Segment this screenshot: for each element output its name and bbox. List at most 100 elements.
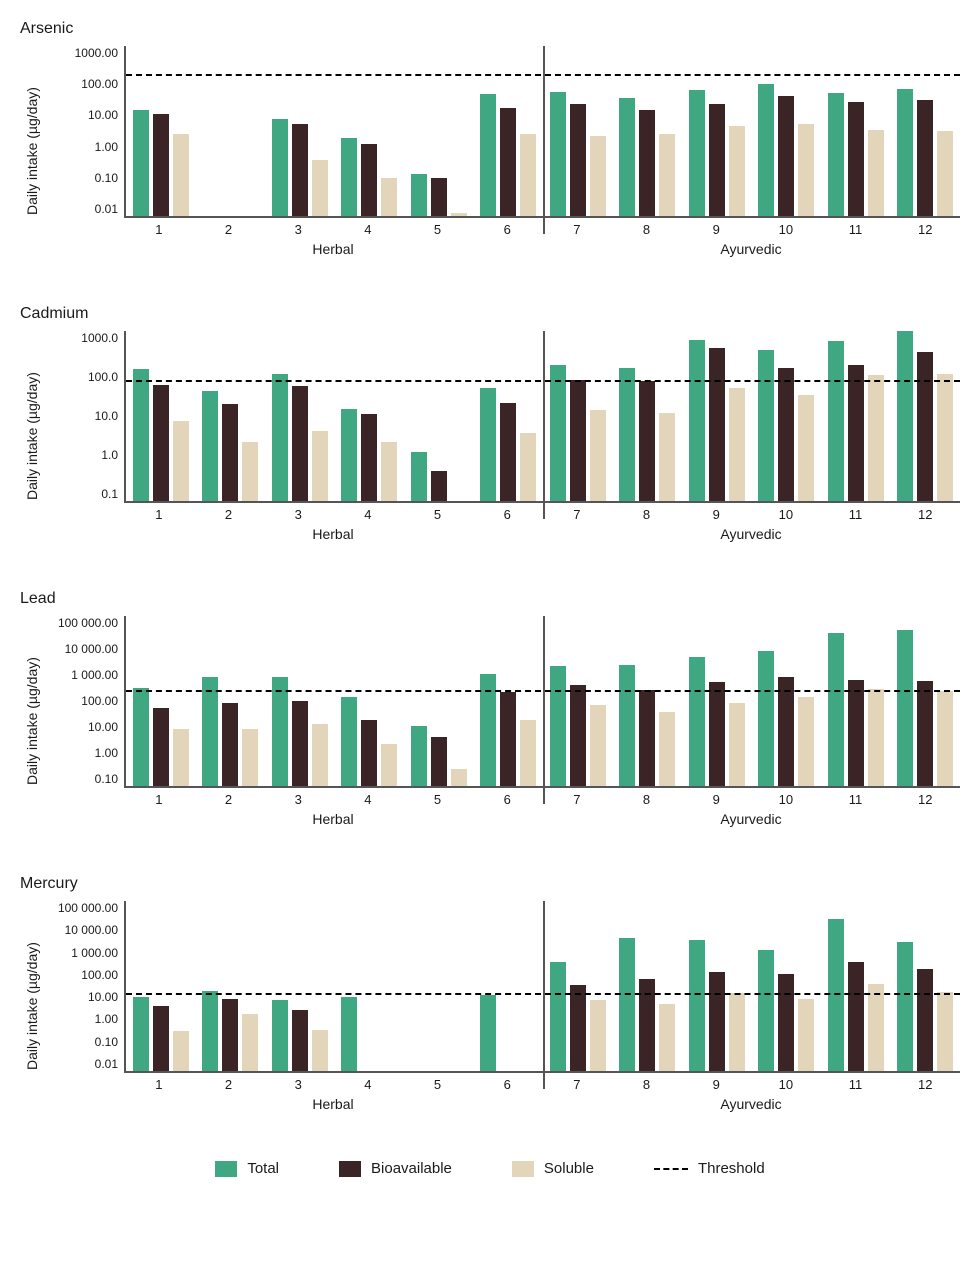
bar-bioavailable [431,737,447,786]
bar-bioavailable [639,381,655,501]
y-tick-label: 1000.0 [81,331,118,345]
group-labels: HerbalAyurvedic [124,241,960,257]
bar-total [411,452,427,501]
bar-total [341,409,357,501]
group-labels: HerbalAyurvedic [124,1096,960,1112]
sample-slot [682,616,752,786]
bar-soluble [173,134,189,216]
legend-item: Total [215,1160,279,1177]
bar-bioavailable [917,969,933,1071]
bar-bioavailable [709,682,725,786]
x-tick-label: 10 [751,788,821,807]
sample-slot [613,616,683,786]
y-ticks: 100 000.0010 000.001 000.00100.0010.001.… [40,901,124,1071]
bar-bioavailable [848,365,864,501]
sample-slot [335,901,405,1071]
bar-bioavailable [917,681,933,786]
sample-slot [613,46,683,216]
y-tick-label: 0.10 [95,772,118,786]
bar-total [758,350,774,501]
sample-slot [543,616,613,786]
bar-bioavailable [778,96,794,216]
x-tick-label: 7 [542,1073,612,1092]
bar-bioavailable [153,385,169,501]
legend: TotalBioavailableSolubleThreshold [20,1160,960,1177]
panel-title: Mercury [20,875,960,893]
x-tick-label: 5 [403,788,473,807]
x-tick-label: 8 [612,1073,682,1092]
bar-soluble [381,178,397,216]
bar-total [480,995,496,1071]
y-axis-label: Daily intake (µg/day) [20,616,40,827]
y-tick-label: 1.0 [101,448,118,462]
bar-soluble [659,712,675,786]
y-tick-label: 1.00 [95,746,118,760]
sample-slot [891,901,961,1071]
bar-soluble [729,388,745,501]
group-divider [543,616,545,804]
sample-slot [265,46,335,216]
sample-slot [196,901,266,1071]
group-label: Herbal [124,811,542,827]
figure-root: ArsenicDaily intake (µg/day)1000.00100.0… [20,20,960,1177]
sample-slot [404,616,474,786]
x-tick-label: 5 [403,503,473,522]
bar-total [341,697,357,786]
sample-slot [752,901,822,1071]
x-tick-label: 1 [124,218,194,237]
y-tick-label: 10 000.00 [65,923,118,937]
bar-total [133,369,149,501]
sample-slot [682,901,752,1071]
x-tick-label: 5 [403,218,473,237]
y-tick-label: 1 000.00 [71,668,118,682]
bar-bioavailable [917,352,933,501]
y-tick-label: 100.00 [81,968,118,982]
bar-total [828,633,844,786]
sample-slot [752,616,822,786]
y-tick-label: 1.00 [95,1012,118,1026]
x-ticks: 123456789101112 [124,788,960,807]
bar-soluble [868,689,884,786]
chart-panel: LeadDaily intake (µg/day)100 000.0010 00… [20,590,960,827]
plot-area [124,901,960,1073]
y-tick-label: 10.00 [88,108,118,122]
sample-slot [335,616,405,786]
bar-bioavailable [778,677,794,786]
x-tick-label: 9 [681,218,751,237]
x-tick-label: 10 [751,218,821,237]
bar-total [619,938,635,1071]
y-tick-label: 0.01 [95,202,118,216]
sample-slot [126,901,196,1071]
group-label: Herbal [124,1096,542,1112]
y-axis-label: Daily intake (µg/day) [20,901,40,1112]
y-tick-label: 1.00 [95,140,118,154]
x-tick-label: 9 [681,788,751,807]
y-axis-label: Daily intake (µg/day) [20,46,40,257]
bar-soluble [659,134,675,216]
legend-item: Bioavailable [339,1160,452,1177]
bar-soluble [312,431,328,501]
x-tick-label: 5 [403,1073,473,1092]
sample-slot [543,331,613,501]
bar-total [897,331,913,501]
chart-panel: Mercury Daily intake (µg/day)100 000.0010… [20,875,960,1112]
plot-area [124,616,960,788]
legend-label: Threshold [698,1160,765,1177]
x-tick-label: 6 [472,1073,542,1092]
legend-label: Bioavailable [371,1160,452,1177]
x-tick-label: 7 [542,218,612,237]
bar-soluble [173,729,189,786]
bar-soluble [868,375,884,501]
bar-bioavailable [292,124,308,216]
bar-bioavailable [361,144,377,216]
x-tick-label: 10 [751,1073,821,1092]
sample-slot [126,46,196,216]
x-tick-label: 8 [612,218,682,237]
group-label: Herbal [124,526,542,542]
bar-bioavailable [431,471,447,501]
x-ticks: 123456789101112 [124,1073,960,1092]
bar-total [272,1000,288,1071]
sample-slot [196,616,266,786]
bar-bioavailable [292,1010,308,1071]
bar-soluble [381,744,397,786]
